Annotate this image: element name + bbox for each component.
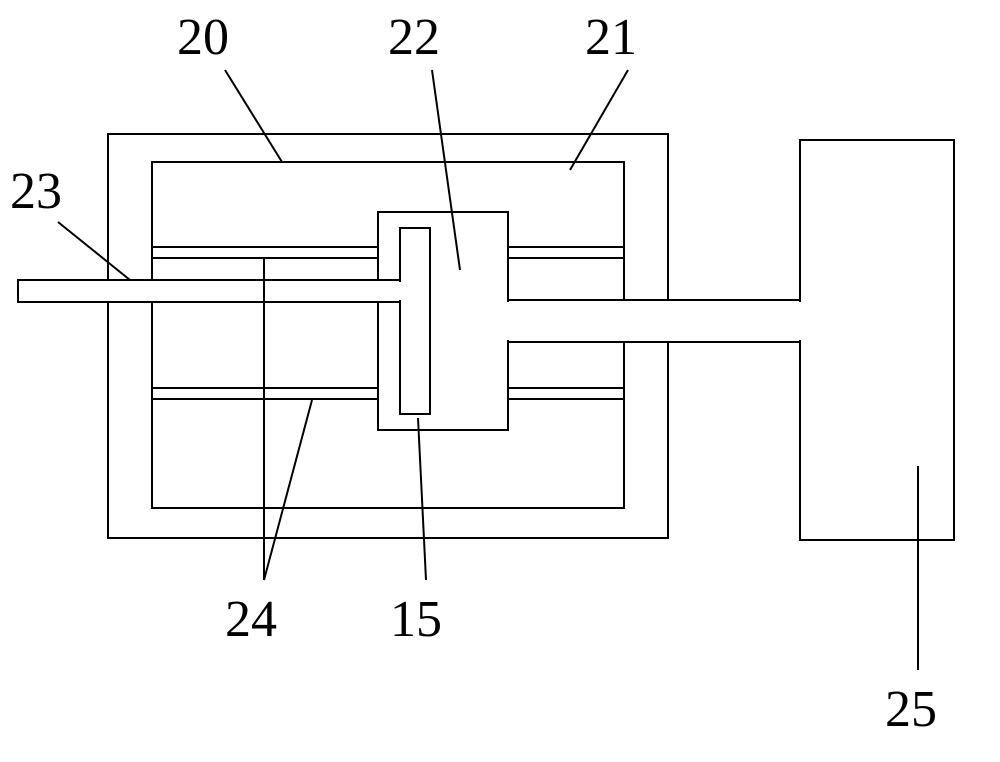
leader-15 xyxy=(418,418,426,580)
leader-21 xyxy=(570,70,628,170)
right-block xyxy=(800,140,954,540)
diagram-canvas xyxy=(0,0,1000,762)
leader-20 xyxy=(225,70,282,162)
label-21: 21 xyxy=(585,8,637,67)
label-25: 25 xyxy=(885,680,937,739)
label-22: 22 xyxy=(388,8,440,67)
leader-23 xyxy=(58,222,130,280)
label-15: 15 xyxy=(390,590,442,649)
label-23: 23 xyxy=(10,162,62,221)
leader-24b xyxy=(264,400,312,580)
label-24: 24 xyxy=(225,590,277,649)
label-20: 20 xyxy=(177,8,229,67)
right-connector xyxy=(508,300,800,342)
left-rod xyxy=(18,280,400,302)
center-block xyxy=(378,212,508,430)
